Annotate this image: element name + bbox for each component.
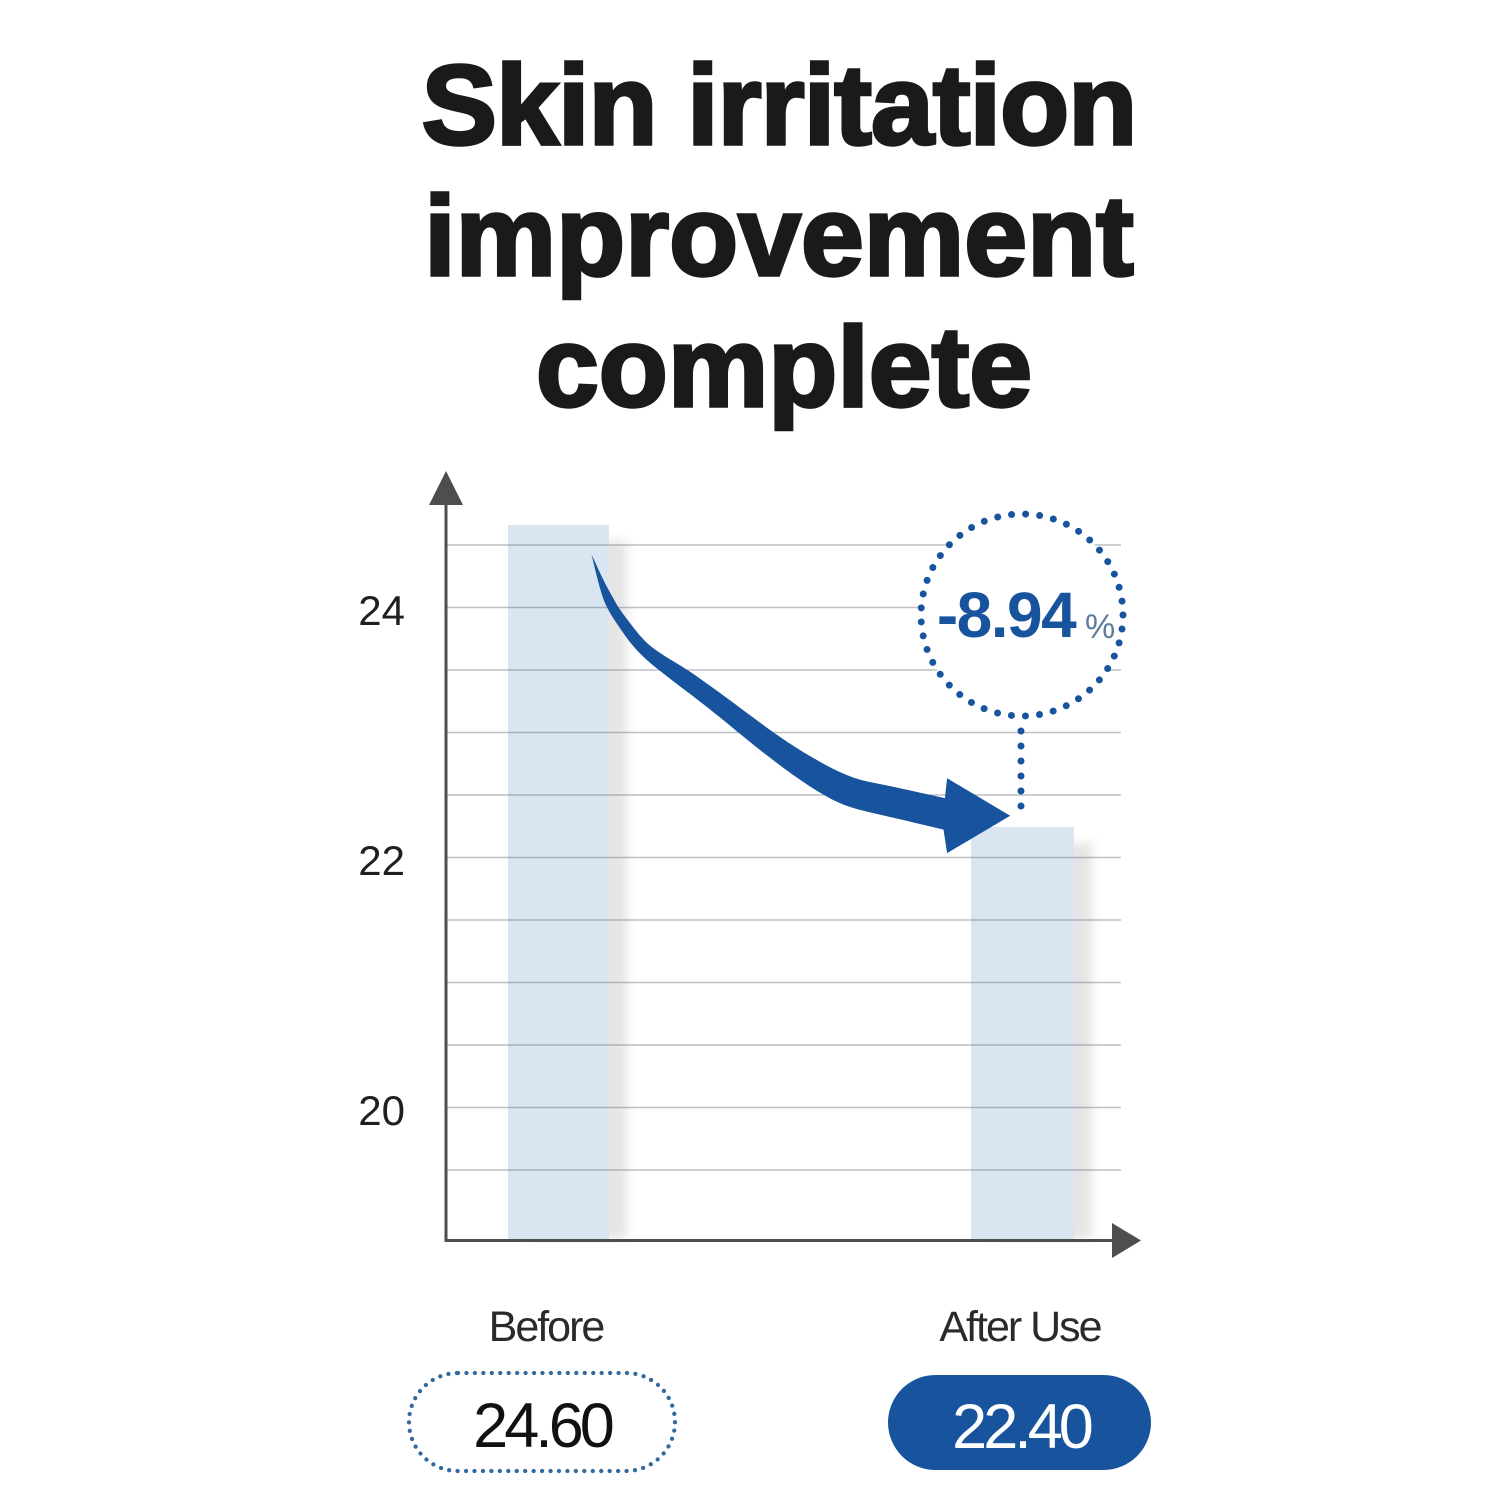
svg-text:-8.94: -8.94 bbox=[937, 579, 1077, 651]
svg-text:20: 20 bbox=[358, 1087, 405, 1134]
svg-text:24.60: 24.60 bbox=[473, 1391, 613, 1461]
svg-text:22: 22 bbox=[358, 837, 405, 884]
svg-text:%: % bbox=[1085, 608, 1115, 646]
svg-text:complete: complete bbox=[536, 304, 1032, 430]
svg-text:22.40: 22.40 bbox=[952, 1392, 1092, 1462]
svg-text:Before: Before bbox=[489, 1303, 604, 1351]
svg-text:24: 24 bbox=[358, 587, 405, 634]
svg-text:After Use: After Use bbox=[939, 1303, 1100, 1351]
svg-text:improvement: improvement bbox=[424, 173, 1134, 299]
svg-text:Skin irritation: Skin irritation bbox=[422, 42, 1137, 168]
